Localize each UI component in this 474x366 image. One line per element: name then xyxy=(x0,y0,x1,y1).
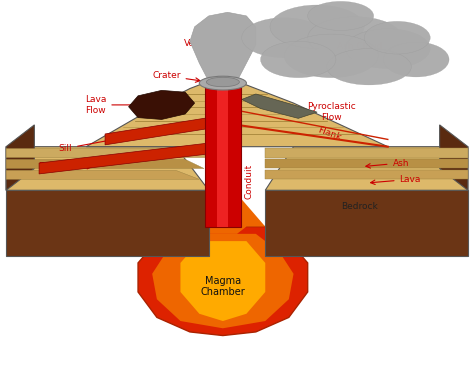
Polygon shape xyxy=(265,170,468,179)
Polygon shape xyxy=(152,234,293,328)
Polygon shape xyxy=(265,147,468,190)
Text: Throat: Throat xyxy=(208,128,217,155)
Ellipse shape xyxy=(383,42,449,77)
Ellipse shape xyxy=(364,21,430,54)
Ellipse shape xyxy=(242,18,327,58)
Text: Pyroclastic
Flow: Pyroclastic Flow xyxy=(283,102,356,122)
Polygon shape xyxy=(242,94,317,118)
Text: Ash: Ash xyxy=(366,158,409,168)
Polygon shape xyxy=(105,117,209,145)
Polygon shape xyxy=(181,194,265,234)
Polygon shape xyxy=(265,159,468,168)
Polygon shape xyxy=(86,81,388,147)
Polygon shape xyxy=(6,149,209,158)
Polygon shape xyxy=(39,143,209,174)
Polygon shape xyxy=(6,125,35,190)
Ellipse shape xyxy=(284,34,378,78)
Ellipse shape xyxy=(261,41,336,78)
Text: Sill: Sill xyxy=(58,137,120,153)
Polygon shape xyxy=(138,227,308,336)
Text: Conduit: Conduit xyxy=(245,164,254,199)
Polygon shape xyxy=(218,85,228,227)
Text: Vent: Vent xyxy=(184,39,213,69)
Ellipse shape xyxy=(206,77,239,87)
Polygon shape xyxy=(181,241,265,321)
Polygon shape xyxy=(265,190,468,255)
Ellipse shape xyxy=(308,16,402,59)
Ellipse shape xyxy=(308,1,374,30)
Polygon shape xyxy=(265,149,468,158)
Text: Crater: Crater xyxy=(152,71,200,82)
Text: Lava: Lava xyxy=(371,175,421,184)
Ellipse shape xyxy=(327,49,411,85)
Text: Magma
Chamber: Magma Chamber xyxy=(201,276,245,297)
Text: Bedrock: Bedrock xyxy=(341,202,378,211)
Polygon shape xyxy=(6,159,204,168)
Polygon shape xyxy=(6,170,199,179)
Polygon shape xyxy=(6,147,209,190)
Polygon shape xyxy=(439,125,468,190)
Ellipse shape xyxy=(199,76,246,90)
Ellipse shape xyxy=(346,29,430,68)
Polygon shape xyxy=(190,12,256,81)
Text: Flank: Flank xyxy=(316,126,342,142)
Ellipse shape xyxy=(270,5,364,49)
Polygon shape xyxy=(205,85,241,227)
Text: Dike: Dike xyxy=(38,162,91,171)
Text: Ash Cloud: Ash Cloud xyxy=(337,42,382,51)
Text: Lava
Flow: Lava Flow xyxy=(85,95,148,115)
Polygon shape xyxy=(128,90,195,119)
Polygon shape xyxy=(6,190,209,255)
